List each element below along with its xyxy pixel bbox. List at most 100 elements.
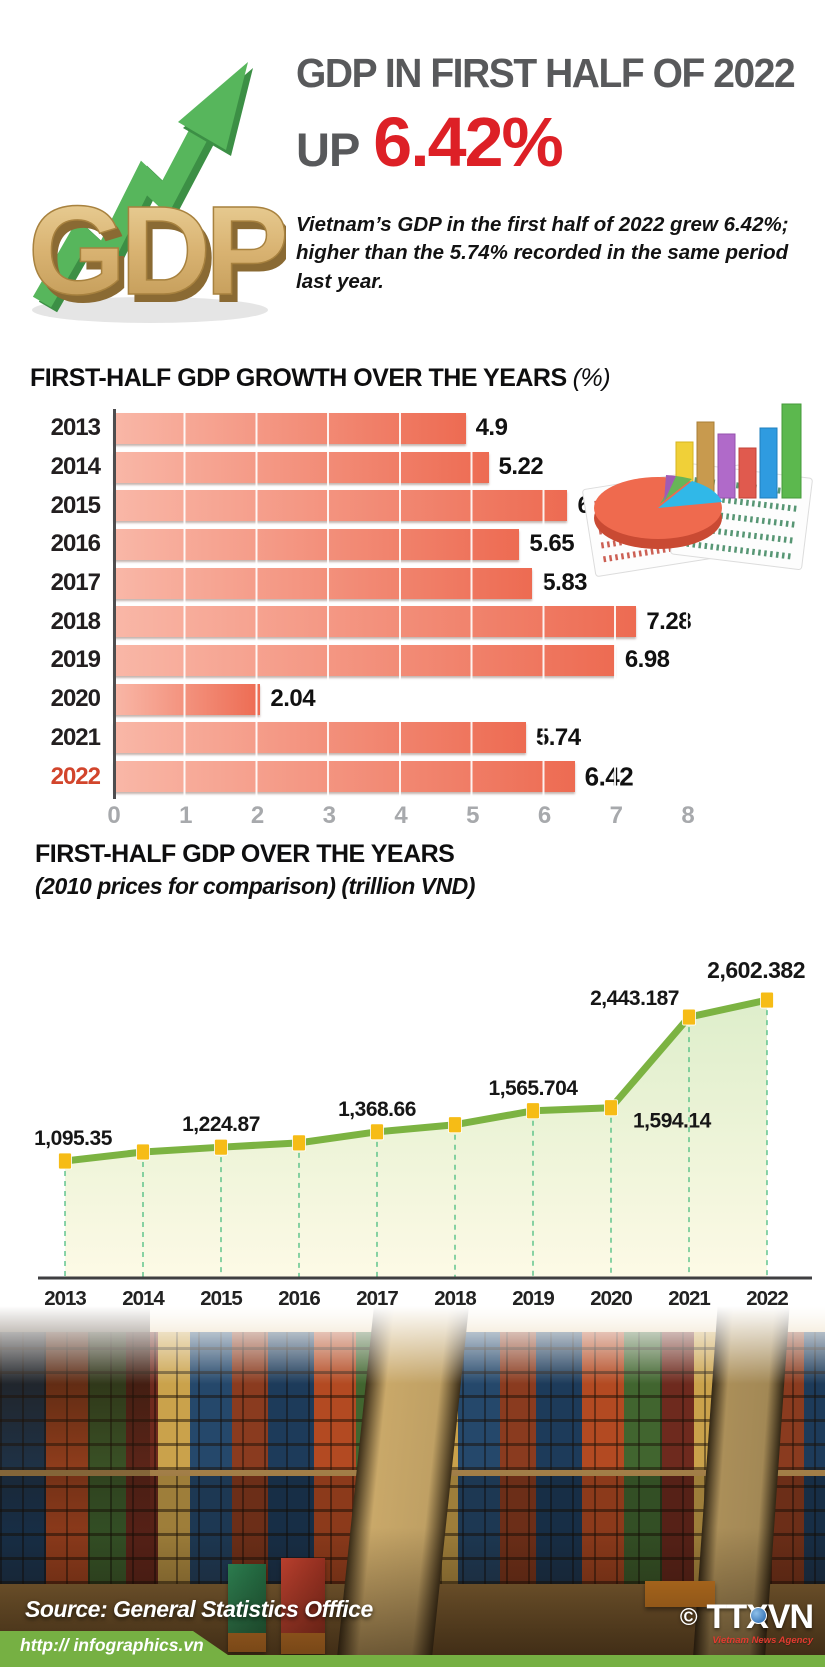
data-point-marker — [370, 1123, 384, 1141]
bar-track: 5.74 — [114, 722, 688, 754]
year-label: 2016 — [278, 1287, 320, 1310]
bar-year-label: 2021 — [50, 723, 101, 751]
up-label: UP — [296, 123, 360, 176]
bar — [114, 683, 261, 715]
year-label: 2018 — [434, 1287, 476, 1310]
x-tick-label: 4 — [394, 801, 408, 829]
bar — [114, 644, 615, 676]
bar-year-label: 2013 — [50, 414, 101, 442]
svg-text:GDP: GDP — [34, 188, 286, 328]
bar-year-label: 2020 — [50, 685, 101, 713]
bar-row: 2022 6.42 — [30, 757, 750, 796]
globe-icon — [750, 1607, 767, 1624]
data-point-marker — [604, 1099, 618, 1117]
header: GDP GDP GDP IN FIRST HALF OF 2022 UP 6.4… — [18, 28, 807, 330]
bar — [114, 490, 568, 522]
bar-year-label: 2016 — [50, 530, 101, 558]
gdp-area-chart: 1,095.35 1,224.87 1,368.66 1,565.704 1,594.1… — [34, 957, 812, 1310]
year-label: 2014 — [122, 1287, 165, 1310]
gdp-line — [61, 996, 771, 1165]
port-containers-photo: Source: General Statistics Offfice © TTX… — [0, 1306, 825, 1667]
photo-top-fade — [0, 1306, 825, 1384]
bar-row: 2021 5.74 — [30, 719, 750, 758]
data-point-marker — [214, 1138, 228, 1156]
data-point-marker — [58, 1152, 72, 1170]
year-label: 2021 — [668, 1287, 710, 1310]
clipart-pie — [594, 475, 722, 549]
bar-chart-section: FIRST-HALF GDP GROWTH OVER THE YEARS (%) … — [30, 364, 815, 836]
year-label: 2017 — [356, 1287, 398, 1310]
x-tick-label: 5 — [466, 801, 480, 829]
gdp-growth-logo: GDP GDP — [27, 62, 286, 328]
agency-caption: Vietnam News Agency — [712, 1635, 813, 1646]
data-point-label: 1,095.35 — [34, 1127, 113, 1150]
gdp-3d-text: GDP GDP — [27, 179, 286, 328]
bar-value-label: 6.42 — [584, 761, 634, 792]
up-arrow-icon — [32, 62, 253, 313]
growth-value: 6.42% — [373, 103, 563, 181]
bar-track: 2.04 — [114, 683, 688, 715]
bar — [114, 528, 520, 560]
copyright-icon: © — [679, 1603, 698, 1631]
bar-year-label: 2022 — [50, 762, 101, 790]
line-chart-section: FIRST-HALF GDP OVER THE YEARS (2010 pric… — [34, 840, 825, 1310]
bar-value-label: 6.98 — [624, 646, 670, 674]
bar-track: 6.42 — [114, 761, 688, 793]
x-tick-label: 7 — [609, 801, 623, 829]
x-tick-label: 1 — [179, 801, 193, 829]
website-url: http:// infographics.vn — [20, 1635, 204, 1655]
bar-year-label: 2019 — [50, 646, 101, 674]
bar-value-label: 5.65 — [529, 530, 575, 558]
bar — [114, 451, 489, 483]
bar-row: 2020 2.04 — [30, 680, 750, 719]
charts-clipart-icon — [582, 403, 813, 577]
headline-value-row: UP 6.42% — [296, 103, 807, 181]
data-point-label: 2,443.187 — [590, 987, 679, 1010]
summary-text: Vietnam’s GDP in the first half of 2022 … — [296, 213, 789, 293]
bar — [114, 567, 533, 599]
logo-shadow — [32, 297, 268, 323]
bar-value-label: 2.04 — [270, 685, 316, 713]
x-tick-label: 6 — [537, 801, 552, 829]
bar-track: 6.98 — [114, 644, 688, 676]
bar-track: 7.28 — [114, 606, 692, 638]
data-point-label: 2,602.382 — [707, 957, 805, 983]
bar-chart-title: FIRST-HALF GDP GROWTH OVER THE YEARS (%) — [30, 364, 611, 392]
bar — [114, 606, 637, 638]
x-tick-label: 3 — [322, 801, 336, 829]
data-point-label: 1,565.704 — [489, 1077, 579, 1100]
header-text: GDP IN FIRST HALF OF 2022 UP 6.42% Vietn… — [296, 50, 807, 296]
x-tick-label: 8 — [681, 801, 695, 829]
line-chart-title: FIRST-HALF GDP OVER THE YEARS — [35, 840, 455, 868]
year-label: 2022 — [746, 1287, 788, 1310]
bar-year-label: 2015 — [50, 491, 101, 519]
data-point-marker — [682, 1008, 696, 1026]
bar-value-label: 5.74 — [535, 723, 581, 751]
source-credit: Source: General Statistics Offfice — [25, 1596, 373, 1622]
x-axis-ticks: 0 1 2 3 4 5 6 7 8 — [107, 801, 694, 836]
bar-year-label: 2018 — [50, 607, 101, 635]
data-point-marker — [526, 1102, 540, 1120]
x-tick-label: 2 — [250, 801, 265, 829]
data-point-label: 1,368.66 — [338, 1098, 416, 1121]
data-point-marker — [136, 1143, 150, 1161]
ttxvn-logo: TTXVN — [707, 1598, 814, 1637]
area-fill — [65, 1000, 767, 1278]
page-title: GDP IN FIRST HALF OF 2022 — [296, 50, 796, 96]
data-point-marker — [292, 1134, 306, 1152]
agency-logo: © TTXVN Vietnam News Agency — [679, 1598, 814, 1646]
year-label: 2015 — [200, 1287, 242, 1310]
bar-year-label: 2017 — [50, 569, 101, 597]
y-axis-line — [113, 409, 116, 799]
year-label: 2020 — [590, 1287, 632, 1310]
bar-value-label: 5.22 — [498, 453, 544, 481]
svg-text:GDP: GDP — [28, 180, 285, 321]
bar-chart-unit: (%) — [572, 364, 611, 392]
year-label: 2013 — [44, 1287, 86, 1310]
year-label: 2019 — [512, 1287, 554, 1310]
x-tick-label: 0 — [107, 801, 121, 829]
bar-year-label: 2014 — [50, 453, 101, 481]
bar-row: 2019 6.98 — [30, 641, 750, 680]
data-point-marker — [760, 991, 774, 1009]
